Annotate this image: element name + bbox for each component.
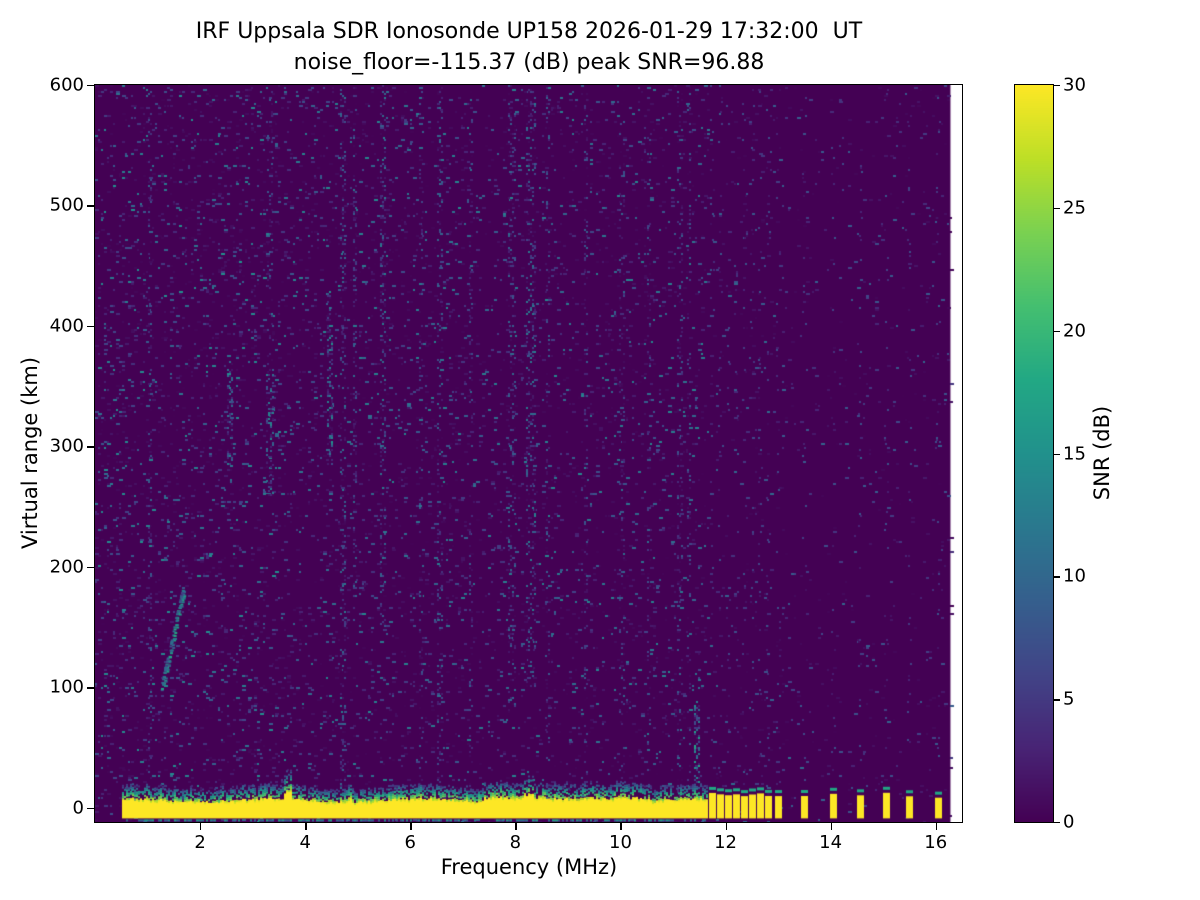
x-tick-label: 16 — [924, 832, 948, 853]
x-tick-mark — [305, 823, 307, 830]
ionogram-heatmap-canvas — [95, 85, 962, 822]
y-axis-label: Virtual range (km) — [18, 356, 42, 550]
x-tick-label: 6 — [404, 832, 416, 853]
y-tick-label: 100 — [49, 676, 84, 698]
colorbar-tick-label: 10 — [1063, 565, 1086, 587]
y-tick-mark — [87, 807, 94, 809]
y-tick-mark — [87, 687, 94, 689]
x-tick-label: 10 — [609, 832, 632, 853]
chart-subtitle: noise_floor=-115.37 (dB) peak SNR=96.88 — [293, 50, 765, 75]
y-tick-label: 200 — [49, 556, 84, 578]
y-tick-label: 0 — [72, 797, 84, 819]
x-tick-label: 4 — [299, 832, 311, 853]
colorbar-tick-label: 0 — [1063, 811, 1075, 833]
colorbar-tick-mark — [1054, 576, 1060, 578]
colorbar-tick-label: 25 — [1063, 197, 1086, 219]
y-tick-mark — [87, 566, 94, 569]
x-tick-label: 14 — [819, 832, 843, 853]
y-tick-label: 300 — [49, 435, 84, 457]
colorbar-tick-label: 20 — [1063, 320, 1086, 342]
colorbar-tick-label: 15 — [1063, 443, 1086, 464]
colorbar-label: SNR (dB) — [1090, 405, 1114, 501]
x-tick-mark — [515, 823, 517, 830]
colorbar-tick-mark — [1054, 822, 1060, 824]
colorbar-tick-mark — [1054, 699, 1060, 701]
colorbar-tick-mark — [1054, 207, 1060, 210]
x-tick-mark — [410, 823, 412, 830]
colorbar-tick-label: 5 — [1063, 688, 1075, 710]
colorbar-tick-label: 30 — [1063, 74, 1086, 96]
chart-title-block: IRF Uppsala SDR Ionosonde UP158 2026-01-… — [95, 16, 963, 78]
x-tick-mark — [200, 823, 202, 830]
y-tick-label: 400 — [49, 315, 84, 337]
x-tick-label: 8 — [509, 832, 522, 853]
colorbar-gradient-canvas — [1015, 85, 1053, 822]
colorbar-tick-mark — [1054, 330, 1060, 333]
x-tick-mark — [935, 823, 938, 830]
y-tick-mark — [87, 205, 94, 207]
x-tick-mark — [725, 823, 727, 830]
colorbar-tick-mark — [1054, 85, 1060, 87]
x-tick-label: 12 — [714, 832, 737, 853]
x-tick-label: 2 — [194, 832, 206, 853]
x-tick-mark — [620, 823, 622, 830]
colorbar — [1014, 84, 1054, 823]
x-tick-mark — [830, 823, 833, 830]
y-tick-label: 500 — [49, 194, 84, 216]
y-tick-mark — [87, 325, 94, 328]
y-tick-mark — [87, 446, 94, 448]
y-tick-mark — [87, 85, 94, 87]
x-axis-label: Frequency (MHz) — [440, 855, 618, 879]
plot-area — [94, 84, 963, 823]
y-tick-label: 600 — [49, 74, 84, 96]
chart-title: IRF Uppsala SDR Ionosonde UP158 2026-01-… — [195, 19, 863, 44]
colorbar-tick-mark — [1054, 453, 1060, 455]
